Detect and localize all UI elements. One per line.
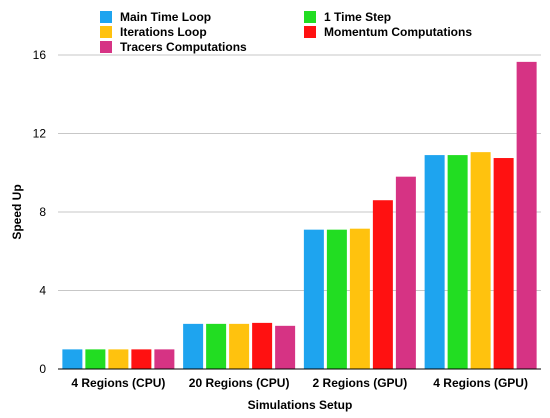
bar-3-2 (229, 323, 250, 369)
bar-1-1 (62, 349, 83, 369)
bar-5-4 (516, 61, 537, 370)
y-tick-label: 16 (33, 48, 47, 62)
x-axis-title: Simulations Setup (248, 398, 353, 412)
bar-5-2 (275, 325, 296, 369)
legend-item: 1 Time Step (304, 10, 391, 24)
bar-4-2 (252, 322, 273, 369)
bar-2-4 (447, 155, 468, 369)
y-tick-label: 4 (39, 284, 46, 298)
legend-item: Main Time Loop (100, 10, 211, 24)
bars-layer (62, 61, 537, 370)
legend-swatch (304, 11, 316, 23)
legend-label: Iterations Loop (120, 25, 207, 39)
bar-2-2 (206, 323, 227, 369)
y-tick-label: 8 (39, 205, 46, 219)
legend-swatch (304, 26, 316, 38)
bar-4-3 (372, 200, 393, 369)
x-category-label: 4 Regions (CPU) (71, 376, 165, 390)
bar-3-4 (470, 152, 491, 369)
bar-4-1 (131, 349, 152, 369)
legend-swatch (100, 11, 112, 23)
bar-1-4 (424, 155, 445, 369)
legend-label: Main Time Loop (120, 10, 211, 24)
bar-5-3 (395, 176, 416, 369)
x-category-label: 20 Regions (CPU) (189, 376, 290, 390)
legend-swatch (100, 26, 112, 38)
y-tick-labels: 0 4 8 12 16 (33, 48, 47, 376)
bar-3-3 (349, 228, 370, 369)
legend-item: Momentum Computations (304, 25, 472, 39)
bar-3-1 (108, 349, 129, 369)
x-category-label: 4 Regions (GPU) (433, 376, 528, 390)
legend-label: Tracers Computations (120, 40, 247, 54)
bar-2-3 (326, 229, 347, 369)
legend-swatch (100, 41, 112, 53)
bar-2-1 (85, 349, 106, 369)
legend: Main Time Loop 1 Time Step Iterations Loop… (100, 10, 472, 54)
x-category-labels: 4 Regions (CPU) 20 Regions (CPU) 2 Regions… (71, 376, 528, 390)
grid-layer (58, 54, 541, 291)
y-tick-label: 0 (39, 362, 46, 376)
bar-4-4 (493, 158, 514, 369)
y-axis-title: Speed Up (10, 184, 24, 239)
legend-label: 1 Time Step (324, 10, 391, 24)
legend-label: Momentum Computations (324, 25, 472, 39)
legend-item: Iterations Loop (100, 25, 207, 39)
legend-item: Tracers Computations (100, 40, 247, 54)
y-tick-label: 12 (33, 127, 47, 141)
bar-5-1 (154, 349, 175, 369)
x-category-label: 2 Regions (GPU) (313, 376, 408, 390)
bar-1-2 (183, 323, 204, 369)
bar-1-3 (303, 229, 324, 369)
